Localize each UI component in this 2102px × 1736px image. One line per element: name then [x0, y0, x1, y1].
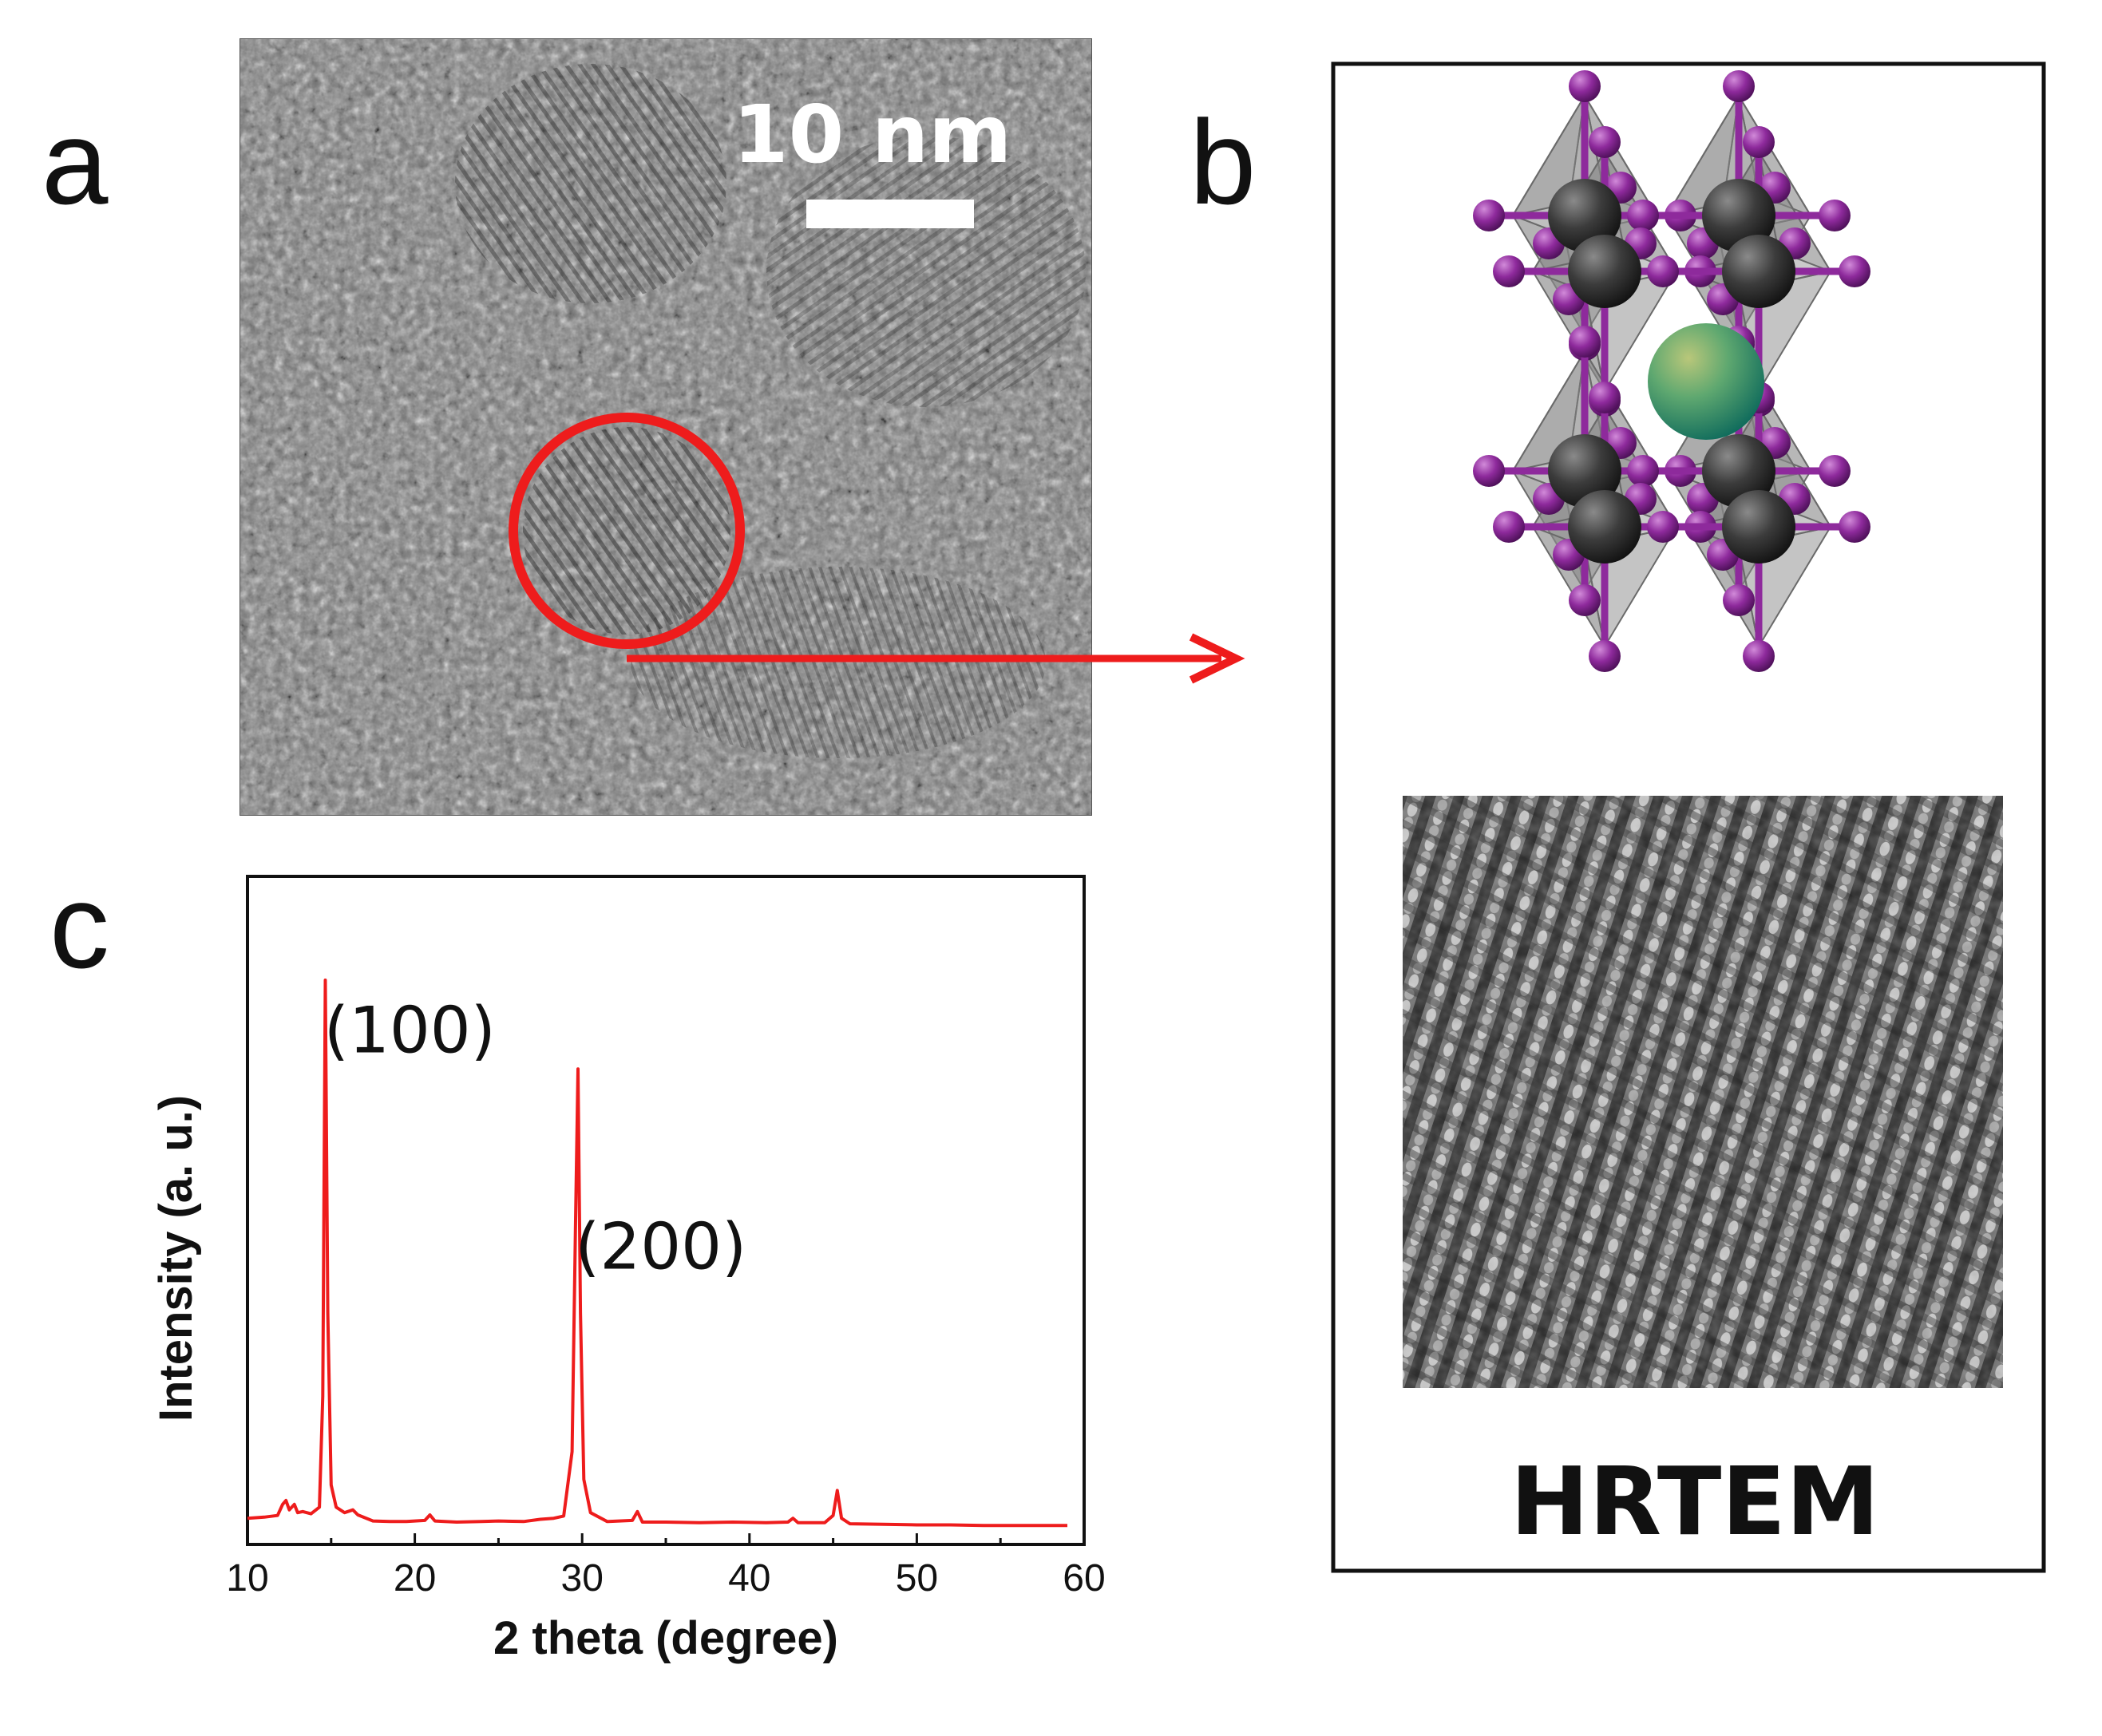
x-tick-label: 10: [226, 1557, 268, 1600]
panel-c-letter: c: [49, 859, 109, 993]
y-axis-title: Intensity (a. u.): [150, 1095, 202, 1422]
x-tick-label: 40: [728, 1557, 770, 1600]
b-site-atom: [1702, 434, 1775, 508]
halide-atom: [1839, 511, 1870, 543]
highlight-circle: [509, 413, 745, 649]
b-site-atom: [1548, 434, 1621, 508]
halide-atom: [1569, 584, 1601, 616]
scale-bar-label: 10 nm: [733, 88, 1011, 181]
x-tick-label: 60: [1063, 1557, 1105, 1600]
halide-atom: [1589, 640, 1621, 672]
x-tick-label: 50: [896, 1557, 938, 1600]
b-site-atom: [1568, 235, 1641, 308]
b-site-atom: [1548, 179, 1621, 252]
halide-atom: [1819, 455, 1851, 487]
halide-atom: [1493, 511, 1525, 543]
b-site-atom: [1568, 490, 1641, 564]
perovskite-crystal-structure: [1473, 70, 1870, 672]
halide-atom: [1627, 200, 1659, 231]
halide-atom: [1569, 70, 1601, 102]
x-axis-title: 2 theta (degree): [493, 1612, 838, 1664]
panel-c: c 10 20 30 40 50 60 2 theta (degree) Intensity …: [49, 859, 1106, 1664]
panel-b: b HRTEM: [1190, 61, 2046, 1573]
halide-atom: [1723, 584, 1755, 616]
peak-annotation: (200): [575, 1209, 746, 1283]
halide-atom: [1723, 70, 1755, 102]
halide-atom: [1647, 255, 1679, 287]
panel-b-letter: b: [1190, 95, 1256, 229]
halide-atom: [1743, 640, 1775, 672]
halide-atom: [1493, 255, 1525, 287]
b-site-atom: [1722, 490, 1795, 564]
zoom-arrow: [627, 633, 1245, 684]
halide-atom: [1473, 200, 1505, 231]
hrtem-image: [1403, 796, 2003, 1388]
scale-bar: [806, 200, 974, 228]
b-site-atom: [1702, 179, 1775, 252]
peak-annotation: (100): [324, 993, 496, 1067]
a-site-cation: [1648, 323, 1764, 440]
x-tick-label: 20: [394, 1557, 436, 1600]
halide-atom: [1819, 200, 1851, 231]
halide-atom: [1589, 382, 1621, 413]
x-tick-label: 30: [561, 1557, 604, 1600]
hrtem-caption: HRTEM: [1510, 1446, 1880, 1556]
plot-frame: [246, 875, 1086, 1546]
halide-atom: [1627, 455, 1659, 487]
halide-atom: [1569, 326, 1601, 358]
halide-atom: [1839, 255, 1870, 287]
halide-atom: [1743, 126, 1775, 158]
xrd-chart: 10 20 30 40 50 60 2 theta (degree) Intensity (a…: [150, 875, 1106, 1664]
halide-atom: [1473, 455, 1505, 487]
xrd-pattern-line: [247, 979, 1067, 1528]
b-site-atom: [1722, 235, 1795, 308]
panel-a: a 10 nm: [42, 38, 1245, 816]
halide-atom: [1647, 511, 1679, 543]
panel-a-letter: a: [42, 95, 109, 229]
halide-atom: [1589, 126, 1621, 158]
